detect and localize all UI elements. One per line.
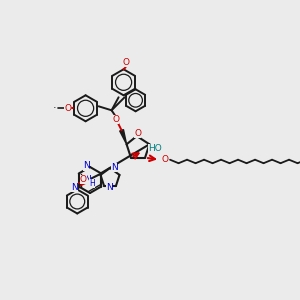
Polygon shape (120, 130, 127, 144)
Text: O: O (122, 58, 129, 67)
Text: O: O (134, 129, 141, 138)
Text: ·: · (53, 103, 56, 113)
Text: N: N (71, 183, 78, 192)
Text: N: N (84, 175, 91, 184)
Text: O: O (64, 104, 71, 113)
Text: N: N (111, 163, 117, 172)
Text: H: H (89, 179, 95, 188)
Text: O: O (162, 155, 169, 164)
Text: HO: HO (148, 144, 162, 153)
Text: N: N (82, 161, 89, 170)
Text: N: N (106, 183, 112, 192)
Text: O: O (80, 175, 87, 184)
Text: O: O (112, 115, 119, 124)
